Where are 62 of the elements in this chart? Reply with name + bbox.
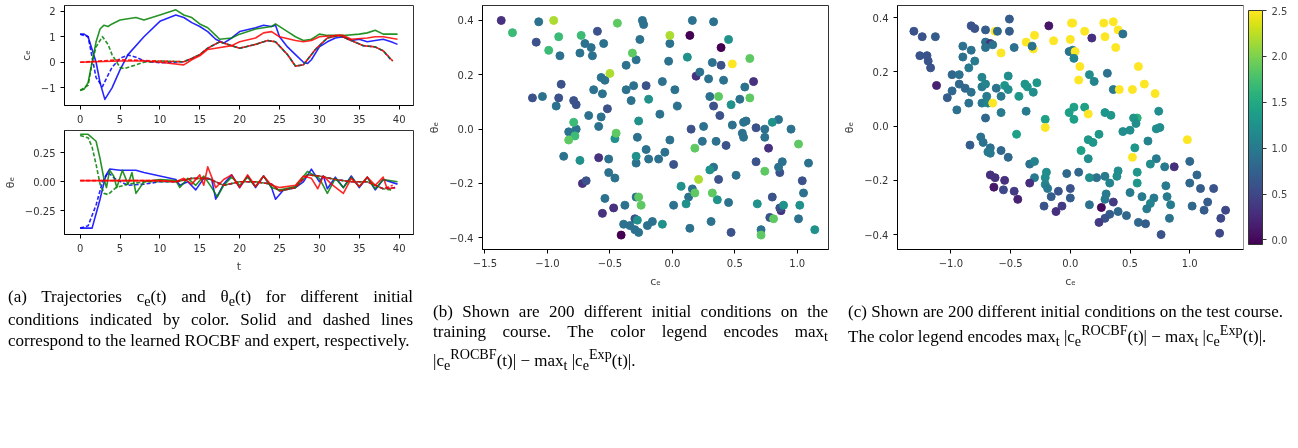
x-axis-title: cₑ — [1065, 274, 1076, 288]
y-tick-label: 0.00 — [33, 176, 56, 188]
y-axis-title: θₑ — [3, 176, 17, 189]
x-tick-label: 1.0 — [1181, 257, 1198, 269]
x-tick-label: 15 — [193, 113, 207, 125]
y-tick-label: 0.2 — [872, 66, 889, 78]
y-tick-label: −0.4 — [449, 232, 474, 244]
x-tick-label: 0.5 — [726, 257, 743, 269]
x-tick-label: −1.0 — [938, 257, 964, 269]
y-tick-label: −0.4 — [864, 229, 889, 241]
text: (b) Shown are 200 different initial conditions on the training course. The color legend encodes max$_{t}$ |c$_{e}$$^{ROCBF}$(t)| − max$_{t}$ |c$_{e}$$^{Exp}$(t)|. — [433, 302, 828, 373]
x-tick-label: 20 — [233, 113, 247, 125]
x-tick-label: −0.5 — [597, 257, 623, 269]
y-axis-title: θₑ — [843, 121, 857, 134]
y-tick-label: 2 — [49, 6, 56, 18]
text: (c) Shown are 200 different initial conditions on the test course. The color legend encodes max$_{t}$ |c$_{e}$$^{ROCBF}$(t)| − max$_{t}$ |c$_{e}$$^{Exp}$(t)|. — [848, 302, 1283, 350]
x-tick-label: 10 — [153, 113, 167, 125]
x-tick-label: 0.0 — [1062, 257, 1079, 269]
x-tick-label: 40 — [392, 242, 406, 254]
y-tick-label: 0.4 — [872, 12, 889, 24]
x-tick-label: 35 — [352, 242, 366, 254]
color-bar-label: 0.5 — [1271, 189, 1288, 201]
x-tick-label: 30 — [313, 113, 326, 125]
y-tick-label: 0 — [49, 57, 56, 69]
y-tick-label: −0.2 — [864, 175, 889, 187]
y-tick-label: −0.2 — [449, 178, 474, 190]
y-axis-title: θₑ — [428, 121, 442, 134]
y-tick-label: 1 — [49, 31, 56, 43]
color-bar-label: 2.0 — [1271, 51, 1288, 63]
text: (a) Trajectories c$_{e}$(t) and θ$_{e}$(t) for different initial conditions indicated by color. Solid and dashed lines correspond to the learned ROCBF and expert, respectively. — [8, 287, 414, 352]
x-tick-label: 40 — [392, 113, 406, 125]
x-tick-label: 20 — [233, 242, 247, 254]
x-tick-label: 35 — [352, 113, 366, 125]
x-tick-label: −0.5 — [998, 257, 1023, 269]
x-tick-label: 15 — [193, 242, 207, 254]
y-tick-label: 0.0 — [872, 121, 889, 133]
x-axis-title: cₑ — [650, 274, 661, 288]
y-tick-label: 0.0 — [457, 124, 474, 136]
y-tick-label: −0.25 — [24, 205, 56, 217]
x-tick-label: 25 — [273, 113, 286, 125]
color-bar-label: 1.0 — [1271, 143, 1288, 155]
x-tick-label: −1.0 — [535, 257, 560, 269]
y-axis-title: cₑ — [19, 50, 33, 61]
x-tick-label: 0.5 — [1122, 257, 1138, 269]
y-tick-label: 0.25 — [33, 147, 56, 159]
y-tick-label: 0.2 — [457, 69, 474, 81]
y-tick-label: 0.4 — [457, 15, 474, 27]
x-tick-label: 5 — [116, 113, 124, 125]
x-tick-label: 0.0 — [664, 257, 681, 269]
x-tick-label: 1.0 — [789, 257, 806, 269]
x-tick-label: 25 — [273, 242, 286, 254]
y-tick-label: −1 — [40, 82, 56, 94]
x-tick-label: 0 — [76, 113, 84, 125]
x-tick-label: −1.5 — [472, 257, 498, 269]
x-tick-label: 10 — [153, 242, 167, 254]
x-axis-title: t — [236, 259, 242, 273]
color-bar-label: 1.5 — [1271, 97, 1288, 109]
color-bar-label: 2.5 — [1271, 5, 1288, 17]
color-bar-label: 0.0 — [1271, 234, 1288, 246]
x-tick-label: 30 — [313, 242, 326, 254]
x-tick-label: 0 — [76, 242, 84, 254]
x-tick-label: 5 — [116, 242, 124, 254]
